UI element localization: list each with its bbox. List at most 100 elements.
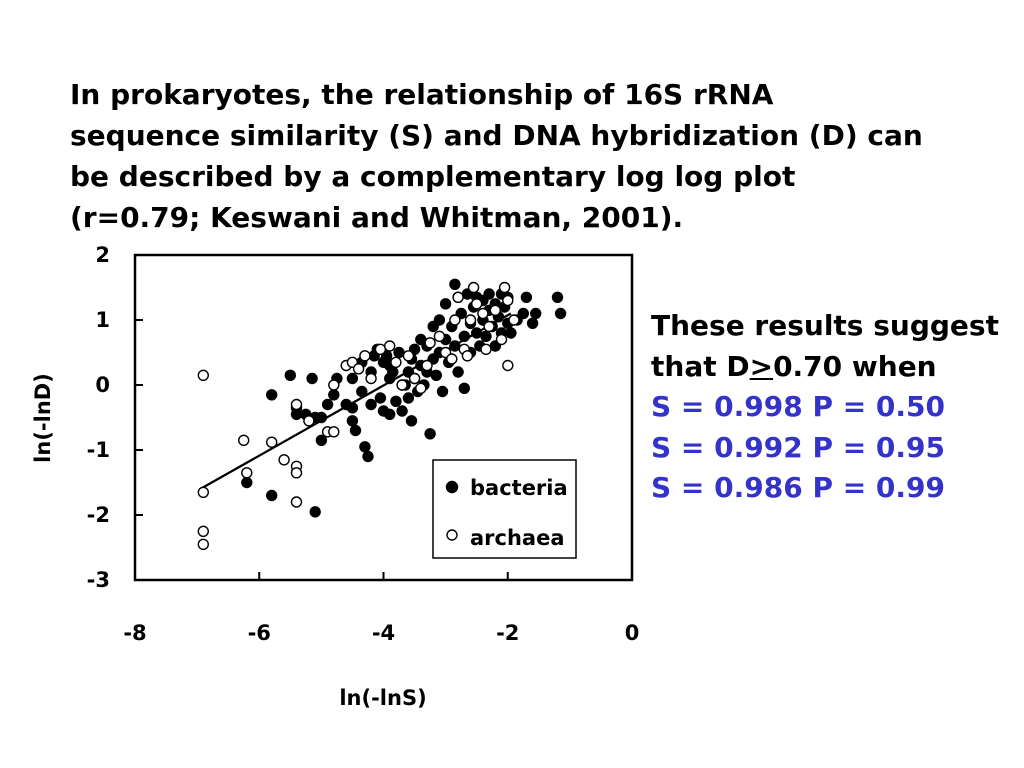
slide-title: In prokaryotes, the relationship of 16S …: [70, 74, 1000, 238]
data-point-archaea: [390, 356, 402, 368]
summary-text: 0.70 when: [773, 349, 937, 383]
title-line: sequence similarity (S) and DNA hybridiz…: [70, 119, 923, 152]
data-point-archaea: [471, 298, 483, 310]
title-line: In prokaryotes, the relationship of 16S …: [70, 78, 774, 111]
data-point-archaea: [197, 538, 210, 550]
data-point-archaea: [446, 353, 458, 365]
data-point-bacteria: [346, 402, 359, 414]
data-point-bacteria: [483, 288, 495, 300]
data-point-archaea: [461, 350, 474, 362]
data-point-bacteria: [284, 369, 296, 381]
y-axis-label: ln(-lnD): [31, 373, 55, 463]
data-point-bacteria: [480, 330, 492, 342]
x-axis-label: ln(-lnS): [339, 686, 426, 710]
data-point-archaea: [365, 372, 377, 385]
x-tick-label: -8: [123, 621, 146, 645]
data-point-bacteria: [439, 298, 452, 310]
data-point-archaea: [241, 467, 253, 479]
results-summary: These results suggest that D>0.70 when S…: [651, 306, 999, 509]
data-point-archaea: [352, 363, 365, 375]
data-point-bacteria: [374, 392, 387, 404]
data-point-archaea: [415, 382, 427, 394]
data-point-archaea: [197, 486, 210, 498]
data-point-bacteria: [458, 382, 470, 394]
data-point-bacteria: [393, 346, 405, 359]
y-tick-label: -1: [87, 438, 110, 462]
data-point-bacteria: [452, 366, 464, 378]
data-point-archaea: [278, 454, 290, 466]
title-line: be described by a complementary log log …: [70, 160, 796, 193]
data-point-bacteria: [359, 441, 371, 453]
x-tick-label: 0: [625, 621, 640, 645]
data-point-bacteria: [315, 434, 328, 446]
data-point-archaea: [402, 350, 415, 362]
data-point-bacteria: [433, 314, 446, 326]
data-point-archaea: [266, 436, 278, 448]
data-point-bacteria: [526, 317, 539, 329]
data-point-bacteria: [449, 340, 461, 352]
data-point-archaea: [359, 350, 371, 362]
data-point-bacteria: [405, 415, 418, 427]
data-point-archaea: [433, 330, 446, 342]
data-point-bacteria: [449, 278, 461, 290]
data-point-bacteria: [306, 372, 318, 385]
data-point-bacteria: [309, 506, 321, 518]
data-point-archaea: [424, 337, 436, 349]
data-point-bacteria: [362, 450, 374, 463]
data-point-bacteria: [554, 307, 567, 320]
data-point-bacteria: [458, 330, 470, 342]
data-point-bacteria: [430, 369, 442, 381]
data-point-archaea: [328, 379, 340, 391]
data-point-archaea: [467, 281, 480, 294]
data-point-bacteria: [346, 415, 359, 427]
data-point-bacteria: [266, 489, 278, 502]
x-tick-label: -6: [248, 621, 271, 645]
data-point-archaea: [502, 359, 514, 372]
data-point-archaea: [495, 333, 508, 346]
data-point-archaea: [483, 320, 495, 333]
summary-line: These results suggest: [651, 309, 999, 342]
data-point-archaea: [197, 369, 210, 381]
data-point-bacteria: [241, 476, 253, 489]
data-point-archaea: [384, 340, 396, 352]
data-point-bacteria: [520, 291, 533, 303]
probability-row: S = 0.998 P = 0.50: [651, 390, 945, 423]
data-point-bacteria: [356, 385, 368, 398]
data-point-bacteria: [390, 395, 402, 407]
data-point-archaea: [374, 343, 387, 355]
title-line: (r=0.79; Keswani and Whitman, 2001).: [70, 201, 684, 234]
data-point-archaea: [489, 304, 501, 316]
data-point-bacteria: [396, 405, 408, 417]
data-point-bacteria: [436, 385, 449, 398]
data-point-archaea: [464, 314, 477, 326]
data-point-archaea: [502, 294, 514, 307]
data-point-archaea: [290, 467, 303, 479]
data-point-archaea: [449, 314, 461, 326]
probability-row: S = 0.992 P = 0.95: [651, 430, 945, 464]
legend-marker-archaea: [446, 529, 458, 541]
summary-line: that D>0.70 when: [651, 347, 999, 388]
y-tick-label: -2: [87, 503, 110, 527]
x-tick-label: -4: [372, 621, 395, 645]
y-tick-label: 2: [95, 243, 110, 267]
data-point-bacteria: [321, 398, 334, 411]
data-point-archaea: [408, 372, 421, 385]
data-point-archaea: [396, 379, 408, 391]
data-point-archaea: [237, 434, 250, 446]
data-point-bacteria: [402, 392, 415, 404]
data-point-archaea: [508, 314, 520, 326]
probability-row: S = 0.986 P = 0.99: [651, 471, 945, 504]
y-tick-label: 0: [95, 373, 110, 397]
data-point-archaea: [303, 415, 315, 427]
data-point-bacteria: [505, 327, 517, 339]
data-point-archaea: [197, 525, 210, 537]
data-point-bacteria: [328, 389, 340, 401]
data-point-bacteria: [349, 424, 362, 437]
data-point-bacteria: [346, 372, 359, 385]
greater-equal-symbol: >: [749, 349, 774, 383]
legend-label-bacteria: bacteria: [470, 476, 568, 500]
data-point-archaea: [477, 307, 489, 320]
data-point-bacteria: [424, 428, 436, 440]
legend-box: [432, 459, 577, 559]
